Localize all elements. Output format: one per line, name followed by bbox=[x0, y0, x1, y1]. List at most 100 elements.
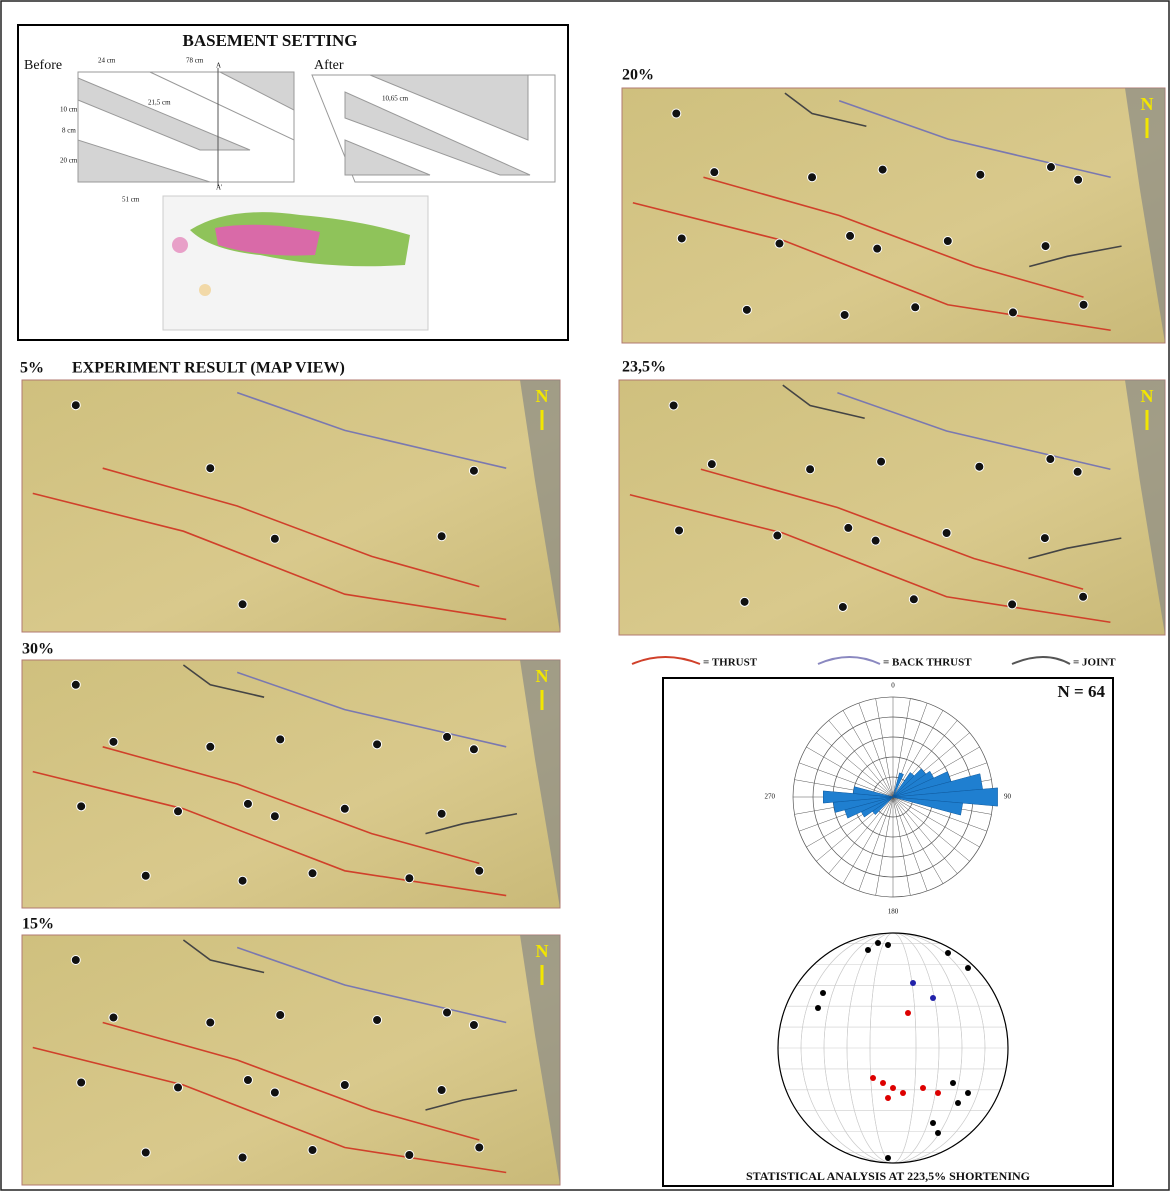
fault-marker bbox=[870, 535, 881, 546]
fault-marker bbox=[140, 870, 151, 881]
rose-spoke bbox=[875, 698, 894, 798]
fault-trace bbox=[236, 671, 507, 748]
box-wall bbox=[520, 380, 560, 632]
fault-trace bbox=[102, 1021, 480, 1141]
legend-text: = BACK THRUST bbox=[883, 657, 972, 669]
fault-marker bbox=[474, 1142, 485, 1153]
panel-label: 20% bbox=[622, 67, 654, 84]
fault-marker bbox=[269, 811, 280, 822]
pole-point bbox=[885, 1095, 891, 1101]
fault-marker bbox=[876, 456, 887, 467]
fault-marker bbox=[805, 464, 816, 475]
experiment-panel: N bbox=[618, 379, 1166, 636]
dim-label: 78 cm bbox=[186, 57, 204, 65]
fault-marker bbox=[339, 1080, 350, 1090]
dim-label: 21,5 cm bbox=[148, 99, 171, 107]
fault-marker bbox=[205, 741, 216, 752]
pole-point bbox=[920, 1085, 926, 1091]
fault-marker bbox=[442, 1007, 453, 1018]
fault-marker bbox=[910, 302, 921, 313]
fault-trace bbox=[236, 946, 507, 1024]
pole-point bbox=[865, 947, 871, 953]
dim-label: 51 cm bbox=[122, 196, 140, 204]
fault-marker bbox=[307, 868, 318, 879]
fault-trace bbox=[629, 493, 1111, 624]
box-wall bbox=[1125, 380, 1165, 635]
fault-marker bbox=[1073, 174, 1084, 185]
fault-marker bbox=[1045, 162, 1056, 173]
fault-marker bbox=[372, 1015, 383, 1025]
pole-point bbox=[870, 1075, 876, 1081]
fault-trace bbox=[700, 468, 1084, 590]
stats-caption: STATISTICAL ANALYSIS AT 223,5% SHORTENIN… bbox=[746, 1169, 1030, 1183]
fault-marker bbox=[1007, 307, 1018, 318]
fault-marker bbox=[237, 1152, 248, 1163]
fault-marker bbox=[1040, 241, 1051, 252]
stereonet bbox=[777, 932, 1009, 1164]
fault-marker bbox=[1007, 599, 1018, 610]
before-label: Before bbox=[24, 58, 62, 73]
rose-label: 90 bbox=[1004, 793, 1012, 801]
fault-marker bbox=[436, 808, 447, 819]
rose-spoke bbox=[858, 702, 894, 798]
fault-marker bbox=[739, 596, 750, 607]
fault-marker bbox=[442, 731, 453, 742]
fault-marker bbox=[275, 1010, 286, 1020]
fault-marker bbox=[339, 803, 350, 814]
fault-marker bbox=[436, 1085, 447, 1095]
dim-label: A' bbox=[216, 184, 222, 192]
fault-trace bbox=[782, 384, 865, 420]
north-label: N bbox=[536, 666, 549, 686]
dim-label: 10,65 cm bbox=[382, 95, 409, 103]
net-outline bbox=[777, 932, 1009, 1164]
stats-box bbox=[662, 677, 1114, 1187]
rose-spoke bbox=[892, 796, 928, 892]
fault-marker bbox=[242, 1075, 253, 1085]
fault-marker bbox=[772, 530, 783, 541]
experiment-panel: N bbox=[21, 659, 561, 909]
dim-label: 20 cm bbox=[60, 157, 78, 165]
rose-spoke bbox=[858, 796, 894, 892]
legend-text: = JOINT bbox=[1073, 657, 1116, 669]
fault-marker bbox=[237, 875, 248, 886]
rose-spoke bbox=[828, 720, 894, 798]
fault-marker bbox=[1078, 591, 1089, 602]
pole-point bbox=[820, 990, 826, 996]
sandbox bbox=[21, 934, 561, 1186]
pole-point bbox=[950, 1080, 956, 1086]
rose-diagram bbox=[792, 696, 998, 898]
rose-spoke bbox=[842, 710, 894, 798]
fault-marker bbox=[671, 108, 682, 119]
fault-marker bbox=[269, 533, 280, 544]
fault-trace bbox=[1029, 245, 1122, 268]
rose-petal bbox=[852, 786, 894, 798]
fault-marker bbox=[70, 679, 81, 690]
fault-marker bbox=[70, 955, 81, 965]
fault-trace bbox=[102, 467, 480, 588]
fault-marker bbox=[173, 806, 184, 817]
legend-text: = THRUST bbox=[703, 657, 758, 669]
rose-spoke bbox=[892, 796, 970, 862]
fault-trace bbox=[425, 1089, 518, 1111]
fault-marker bbox=[468, 1020, 479, 1030]
pole-point bbox=[815, 1005, 821, 1011]
fault-marker bbox=[872, 243, 883, 254]
fault-marker bbox=[404, 1150, 415, 1160]
box-wall bbox=[520, 935, 560, 1185]
basement-sketch bbox=[77, 68, 556, 331]
fault-marker bbox=[108, 1012, 119, 1023]
fault-marker bbox=[205, 1017, 216, 1028]
fault-marker bbox=[839, 309, 850, 320]
fault-marker bbox=[845, 230, 856, 241]
fault-marker bbox=[975, 169, 986, 180]
rose-spoke bbox=[892, 796, 944, 884]
panel-label: 5% bbox=[20, 360, 44, 377]
rose-spoke bbox=[798, 762, 894, 798]
fault-trace bbox=[182, 939, 265, 974]
fault-marker bbox=[436, 531, 447, 542]
fault-marker bbox=[674, 525, 685, 536]
north-label: N bbox=[1141, 386, 1154, 406]
fault-marker bbox=[741, 304, 752, 315]
